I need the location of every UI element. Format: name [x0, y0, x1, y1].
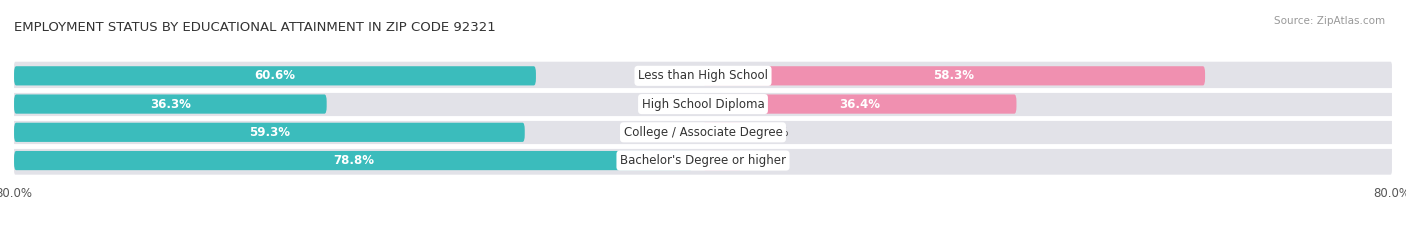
Text: 59.3%: 59.3% — [249, 126, 290, 139]
Legend: In Labor Force, Unemployed: In Labor Force, Unemployed — [598, 230, 808, 233]
Text: Source: ZipAtlas.com: Source: ZipAtlas.com — [1274, 16, 1385, 26]
FancyBboxPatch shape — [14, 94, 326, 114]
Text: College / Associate Degree: College / Associate Degree — [624, 126, 782, 139]
FancyBboxPatch shape — [14, 151, 693, 170]
Text: 58.3%: 58.3% — [934, 69, 974, 82]
FancyBboxPatch shape — [703, 123, 742, 142]
FancyBboxPatch shape — [703, 66, 1205, 86]
FancyBboxPatch shape — [14, 66, 536, 86]
Text: 78.8%: 78.8% — [333, 154, 374, 167]
Text: Less than High School: Less than High School — [638, 69, 768, 82]
FancyBboxPatch shape — [14, 62, 1392, 175]
Text: 36.3%: 36.3% — [150, 98, 191, 111]
Text: 60.6%: 60.6% — [254, 69, 295, 82]
Text: 0.0%: 0.0% — [759, 154, 789, 167]
Text: Bachelor's Degree or higher: Bachelor's Degree or higher — [620, 154, 786, 167]
Text: High School Diploma: High School Diploma — [641, 98, 765, 111]
Text: EMPLOYMENT STATUS BY EDUCATIONAL ATTAINMENT IN ZIP CODE 92321: EMPLOYMENT STATUS BY EDUCATIONAL ATTAINM… — [14, 21, 496, 34]
FancyBboxPatch shape — [703, 94, 1017, 114]
FancyBboxPatch shape — [703, 151, 742, 170]
Text: 0.0%: 0.0% — [759, 126, 789, 139]
Text: 36.4%: 36.4% — [839, 98, 880, 111]
FancyBboxPatch shape — [14, 123, 524, 142]
